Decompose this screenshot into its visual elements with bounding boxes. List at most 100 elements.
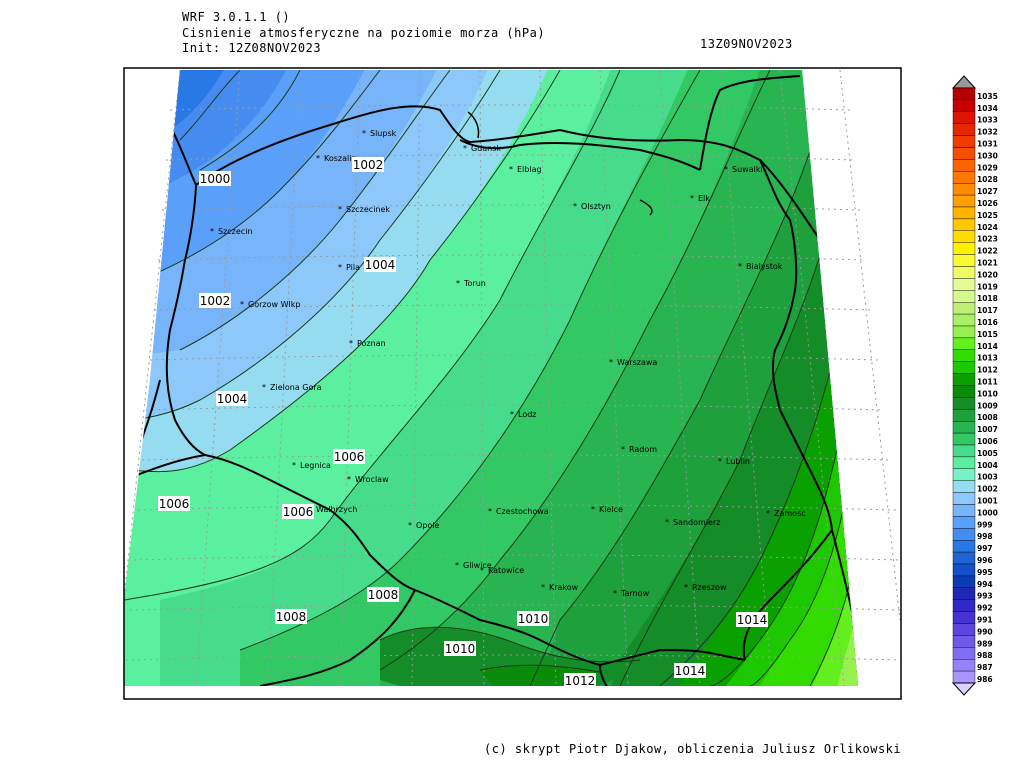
colorbar-label: 995: [977, 568, 993, 577]
colorbar-swatch: [952, 409, 976, 422]
colorbar-label: 1014: [977, 342, 998, 351]
colorbar-label: 989: [977, 639, 993, 648]
city-sandomierz: * Sandomierz: [665, 518, 720, 527]
city-marker-icon: *: [480, 566, 484, 575]
colorbar-swatch: [952, 575, 976, 589]
city-elblag: * Elblag: [509, 165, 542, 174]
colorbar-label: 993: [977, 592, 993, 601]
colorbar-label: 1019: [977, 282, 998, 291]
colorbar-swatch: [952, 670, 976, 684]
colorbar-label: 1017: [977, 306, 998, 315]
isobar-label: 1006: [158, 496, 190, 511]
svg-text:1014: 1014: [675, 664, 706, 678]
city-label: Suwalki: [732, 165, 763, 174]
city-torun: * Torun: [456, 279, 486, 288]
colorbar-swatch: [952, 313, 976, 327]
city-marker-icon: *: [509, 165, 513, 174]
colorbar-swatch: [952, 194, 976, 208]
colorbar-label: 1012: [977, 366, 998, 375]
city-marker-icon: *: [665, 518, 669, 527]
city-elk: * Elk: [690, 194, 710, 203]
colorbar-label: 1002: [977, 485, 998, 494]
colorbar-label: 1007: [977, 425, 998, 434]
city-marker-icon: *: [456, 279, 460, 288]
svg-text:1004: 1004: [365, 258, 396, 272]
city-tarnow: * Tarnow: [613, 589, 650, 598]
svg-text:1002: 1002: [200, 294, 231, 308]
isobar-label: 1006: [333, 449, 365, 464]
city-label: Gdansk: [471, 144, 501, 153]
colorbar-swatch: [952, 421, 976, 434]
city-marker-icon: *: [613, 589, 617, 598]
city-marker-icon: *: [718, 457, 722, 466]
colorbar-swatch: [952, 563, 976, 577]
colorbar-top-arrow: [951, 75, 977, 89]
isobar-label: 1002: [199, 293, 231, 308]
pressure-colorbar: 1035 1034 1033 1032 1031 1030 1029 1028 1027 1026…: [951, 75, 998, 696]
svg-text:1004: 1004: [217, 392, 248, 406]
city-lodz: * Lodz: [510, 410, 537, 419]
city-marker-icon: *: [684, 583, 688, 592]
city-marker-icon: *: [690, 194, 694, 203]
colorbar-label: 1004: [977, 461, 998, 470]
city-marker-icon: *: [724, 165, 728, 174]
city-bialystok: * Bialystok: [738, 262, 783, 271]
city-label: Koszalin: [324, 154, 357, 163]
city-label: Torun: [463, 279, 486, 288]
city-marker-icon: *: [510, 410, 514, 419]
colorbar-label: 1009: [977, 401, 998, 410]
colorbar-label: 1030: [977, 151, 998, 160]
colorbar-swatch: [952, 528, 976, 541]
colorbar-label: 1029: [977, 163, 998, 172]
city-marker-icon: *: [463, 144, 467, 153]
city-label: Legnica: [300, 461, 331, 470]
city-label: Rzeszow: [692, 583, 727, 592]
colorbar-label: 1025: [977, 211, 998, 220]
city-marker-icon: *: [316, 154, 320, 163]
colorbar-label: 1010: [977, 389, 998, 398]
colorbar-swatch: [952, 111, 976, 124]
valid-time: 13Z09NOV2023: [700, 37, 793, 51]
colorbar-label: 1015: [977, 330, 998, 339]
city-kielce: * Kielce: [591, 505, 623, 514]
city-label: Lublin: [726, 457, 750, 466]
colorbar-label: 1032: [977, 128, 998, 137]
svg-text:1014: 1014: [737, 613, 768, 627]
city-marker-icon: *: [347, 475, 351, 484]
colorbar-label: 994: [977, 580, 993, 589]
city-label: Czestochowa: [496, 507, 549, 516]
city-katowice: * Katowice: [480, 566, 524, 575]
init-time: Init: 12Z08NOV2023: [182, 41, 322, 55]
city-label: Radom: [629, 445, 657, 454]
city-marker-icon: *: [349, 339, 353, 348]
colorbar-swatch: [952, 206, 976, 220]
city-label: Walbrzych: [316, 505, 357, 514]
colorbar-label: 1013: [977, 354, 998, 363]
city-marker-icon: *: [455, 561, 459, 570]
colorbar-label: 999: [977, 520, 993, 529]
city-lublin: * Lublin: [718, 457, 750, 466]
colorbar-swatch: [952, 361, 976, 374]
city-marker-icon: *: [621, 445, 625, 454]
svg-text:1012: 1012: [565, 674, 596, 688]
colorbar-label: 992: [977, 604, 993, 613]
colorbar-swatch: [952, 432, 976, 446]
isobar-label: 1002: [352, 157, 384, 172]
city-marker-icon: *: [338, 263, 342, 272]
city-wroclaw: * Wroclaw: [347, 475, 389, 484]
svg-text:1000: 1000: [200, 172, 231, 186]
colorbar-swatch: [952, 611, 976, 624]
svg-text:1006: 1006: [159, 497, 190, 511]
city-marker-icon: *: [292, 461, 296, 470]
city-marker-icon: *: [609, 358, 613, 367]
colorbar-label: 998: [977, 532, 993, 541]
colorbar-label: 1033: [977, 116, 998, 125]
city-marker-icon: *: [488, 507, 492, 516]
model-title: WRF 3.0.1.1 (): [182, 10, 291, 24]
colorbar-swatch: [952, 123, 976, 136]
colorbar-swatch: [952, 397, 976, 410]
colorbar-swatch: [952, 587, 976, 600]
city-marker-icon: *: [408, 521, 412, 530]
colorbar-label: 1026: [977, 199, 998, 208]
